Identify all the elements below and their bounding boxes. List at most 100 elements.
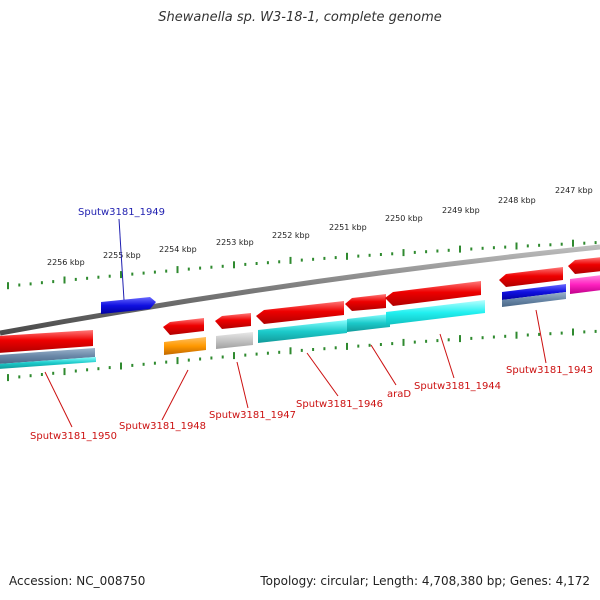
lower-ruler-major-tick bbox=[176, 357, 179, 365]
lower-ruler-dot bbox=[470, 336, 473, 340]
gene-label-sputw3181-1949[interactable]: Sputw3181_1949 bbox=[78, 207, 165, 218]
lower-ruler-dot bbox=[312, 348, 315, 351]
gene-sputw3181-1944-red[interactable] bbox=[385, 281, 481, 306]
upper-ruler-dot bbox=[447, 248, 450, 252]
leader-sputw3181-1950 bbox=[44, 371, 73, 428]
upper-ruler-dot bbox=[526, 244, 529, 248]
upper-ruler-dot bbox=[436, 249, 439, 253]
lower-ruler-dot bbox=[18, 375, 21, 379]
lower-ruler-dot bbox=[97, 367, 100, 371]
upper-ruler-dot bbox=[187, 267, 190, 271]
gene-label-sputw3181-1947[interactable]: Sputw3181_1947 bbox=[209, 410, 296, 421]
upper-ruler-dot bbox=[52, 280, 55, 284]
lower-ruler-major-tick bbox=[459, 335, 461, 343]
upper-ruler-dot bbox=[334, 256, 337, 260]
upper-ruler-dot bbox=[492, 246, 495, 250]
gene-label-sputw3181-1946[interactable]: Sputw3181_1946 bbox=[296, 399, 383, 410]
gene-sputw3181-1943[interactable] bbox=[502, 284, 566, 300]
lower-ruler-dots bbox=[18, 329, 597, 379]
upper-ruler-dot bbox=[255, 262, 258, 265]
lower-ruler-dot bbox=[560, 331, 563, 335]
gene-sputw3181-1950-cyan[interactable] bbox=[0, 357, 96, 369]
upper-ruler-major-tick bbox=[459, 245, 461, 253]
reverse-strand-genes bbox=[0, 257, 600, 369]
gene-sputw3181-1943-steel[interactable] bbox=[502, 292, 566, 307]
kbp-label-2253: 2253 kbp bbox=[216, 238, 254, 247]
leader-sputw3181-1947 bbox=[236, 361, 249, 409]
gene-sputw3181-1947[interactable] bbox=[216, 332, 253, 349]
gene-sputw3181-1948[interactable] bbox=[164, 337, 206, 355]
upper-ruler-major-tick bbox=[346, 252, 348, 260]
upper-ruler-dot bbox=[97, 275, 100, 279]
lower-ruler-dot bbox=[481, 336, 484, 340]
forward-strand-genes bbox=[101, 297, 156, 314]
kbp-label-2248: 2248 kbp bbox=[498, 196, 536, 205]
upper-ruler-major-tick bbox=[515, 242, 518, 250]
lower-ruler-dot bbox=[300, 348, 303, 352]
lower-ruler-dot bbox=[142, 362, 145, 366]
gene-offscreen-magenta[interactable] bbox=[570, 275, 600, 294]
lower-ruler-major-tick bbox=[572, 328, 574, 336]
kbp-label-2250: 2250 kbp bbox=[385, 214, 423, 223]
upper-ruler-dot bbox=[18, 283, 21, 287]
gene-label-sputw3181-1950[interactable]: Sputw3181_1950 bbox=[30, 431, 117, 442]
upper-ruler-dot bbox=[391, 252, 394, 256]
gene-sputw3181-1946[interactable] bbox=[258, 320, 347, 343]
chromosome-backbone bbox=[0, 244, 600, 336]
lower-ruler-dot bbox=[108, 366, 111, 370]
gene-sputw3181-1950-steel[interactable] bbox=[0, 348, 95, 364]
lower-ruler-major-tick bbox=[346, 342, 348, 350]
gene-sputw3181-1947-red[interactable] bbox=[215, 313, 251, 329]
upper-kbp-ruler bbox=[7, 239, 597, 290]
upper-ruler-dot bbox=[300, 258, 303, 262]
upper-ruler-dot bbox=[481, 246, 484, 250]
lower-ruler-dot bbox=[334, 346, 337, 350]
upper-ruler-dot bbox=[583, 241, 586, 245]
lower-ruler-major-tick bbox=[515, 331, 518, 339]
gene-sputw3181-1950[interactable] bbox=[0, 330, 93, 353]
gene-sputw3181-1949[interactable] bbox=[101, 297, 156, 314]
leader-sputw3181-1944 bbox=[439, 333, 455, 379]
lower-ruler-dot bbox=[153, 361, 156, 365]
lower-ruler-dot bbox=[323, 347, 326, 351]
lower-ruler-major-tick bbox=[120, 362, 122, 370]
upper-ruler-major-tick bbox=[402, 249, 405, 257]
gene-label-sputw3181-1944[interactable]: Sputw3181_1944 bbox=[414, 381, 501, 392]
kbp-label-2255: 2255 kbp bbox=[103, 251, 141, 260]
upper-ruler-dot bbox=[312, 257, 315, 261]
gene-sputw3181-1943-red[interactable] bbox=[499, 267, 563, 287]
upper-ruler-dot bbox=[368, 253, 371, 257]
upper-ruler-major-tick bbox=[176, 266, 179, 274]
upper-ruler-dot bbox=[221, 264, 224, 268]
gene-label-arad[interactable]: araD bbox=[387, 389, 411, 400]
lower-ruler-dot bbox=[131, 363, 134, 367]
upper-ruler-dot bbox=[379, 253, 382, 256]
accession-text: Accession: NC_008750 bbox=[9, 574, 146, 588]
gene-label-sputw3181-1943[interactable]: Sputw3181_1943 bbox=[506, 365, 593, 376]
gene-offscreen-red[interactable] bbox=[568, 257, 600, 274]
label-leader-lines bbox=[44, 218, 547, 428]
gene-sputw3181-1944[interactable] bbox=[386, 300, 485, 325]
lower-ruler-major-ticks bbox=[7, 328, 574, 382]
lower-ruler-dot bbox=[594, 329, 597, 333]
gene-sputw3181-1946-red[interactable] bbox=[256, 301, 344, 324]
upper-ruler-dot bbox=[549, 243, 552, 247]
kbp-label-2251: 2251 kbp bbox=[329, 223, 367, 232]
leader-sputw3181-1946 bbox=[306, 352, 339, 397]
upper-ruler-major-tick bbox=[63, 276, 66, 284]
upper-ruler-major-tick bbox=[7, 282, 9, 290]
upper-ruler-dot bbox=[108, 274, 111, 278]
gene-arad[interactable] bbox=[347, 314, 390, 332]
leader-arad bbox=[370, 344, 397, 386]
lower-ruler-dot bbox=[368, 343, 371, 347]
gene-arad-red[interactable] bbox=[345, 294, 386, 311]
lower-ruler-dot bbox=[492, 335, 495, 339]
gene-label-sputw3181-1948[interactable]: Sputw3181_1948 bbox=[119, 421, 206, 432]
lower-ruler-dot bbox=[199, 357, 202, 361]
genome-stats-text: Topology: circular; Length: 4,708,380 bp… bbox=[260, 574, 590, 588]
gene-sputw3181-1948-red[interactable] bbox=[163, 318, 204, 335]
upper-ruler-major-ticks bbox=[7, 239, 574, 290]
leader-sputw3181-1949 bbox=[118, 218, 125, 301]
lower-ruler-dot bbox=[379, 343, 382, 346]
